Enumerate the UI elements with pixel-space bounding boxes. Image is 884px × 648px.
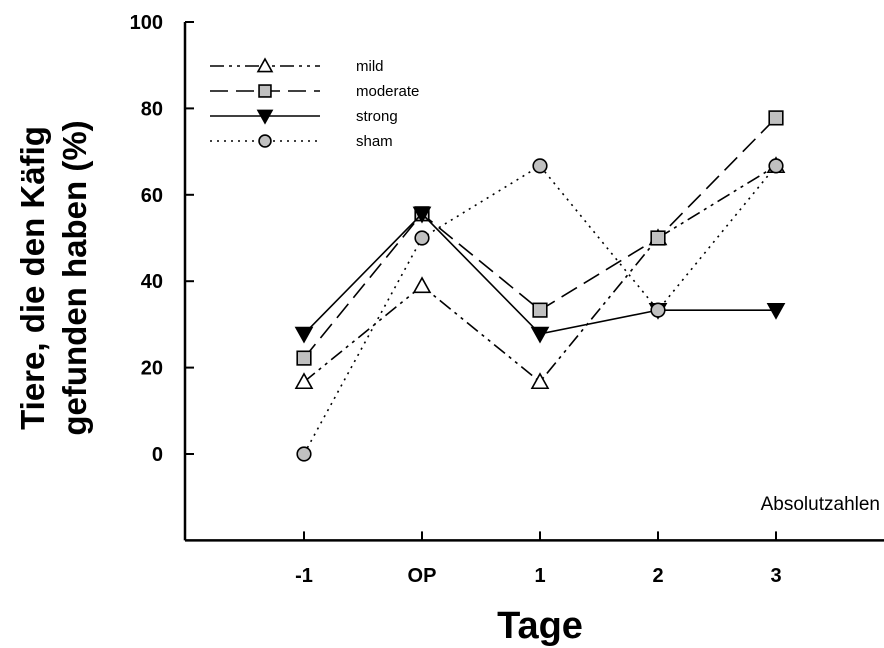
marker-triangle-up: [412, 276, 432, 294]
x-tick-label: 1: [534, 565, 545, 587]
y-axis-ticks: 0 20 40 60 80 100: [130, 12, 194, 466]
marker-circle: [296, 446, 312, 462]
marker-triangle-down: [766, 302, 786, 320]
marker-square: [650, 230, 666, 246]
legend-label-moderate: moderate: [356, 83, 419, 100]
legend-label-sham: sham: [356, 133, 393, 150]
series-line: [303, 165, 777, 383]
marker-circle: [258, 134, 272, 148]
y-tick-label: 40: [141, 271, 163, 293]
y-axis-title: Tiere, die den Käfig gefunden haben (%): [14, 120, 93, 435]
marker-circle: [414, 230, 430, 246]
marker-triangle-down: [294, 326, 314, 344]
series-mild: [294, 156, 786, 390]
marker-square: [768, 110, 784, 126]
marker-triangle-up: [256, 57, 274, 73]
marker-triangle-down: [530, 326, 550, 344]
marker-square: [258, 84, 272, 98]
marker-triangle-down: [412, 206, 432, 224]
legend-label-mild: mild: [356, 58, 384, 75]
legend: mild moderate strong sham: [210, 57, 419, 150]
marker-triangle-down: [256, 109, 274, 125]
x-tick-label: -1: [295, 565, 313, 587]
marker-square: [296, 350, 312, 366]
y-tick-label: 60: [141, 185, 163, 207]
series-layer: [294, 110, 786, 462]
annotation-absolutzahlen: Absolutzahlen: [761, 494, 880, 515]
x-axis-ticks: -1 OP 1 2 3: [295, 531, 782, 587]
y-tick-label: 20: [141, 358, 163, 380]
x-axis-title: Tage: [497, 605, 583, 647]
series-strong: [294, 206, 786, 344]
x-tick-label: 2: [652, 565, 663, 587]
marker-triangle-up: [530, 372, 550, 390]
x-tick-label: OP: [408, 565, 437, 587]
series-line: [303, 117, 777, 359]
legend-label-strong: strong: [356, 108, 398, 125]
axes: [183, 22, 884, 542]
y-tick-label: 100: [130, 12, 163, 34]
y-axis-title-line: Tiere, die den Käfig: [14, 126, 51, 430]
marker-circle: [532, 158, 548, 174]
y-tick-label: 0: [152, 444, 163, 466]
marker-triangle-up: [294, 372, 314, 390]
marker-square: [532, 302, 548, 318]
y-axis-title-line: gefunden haben (%): [56, 120, 93, 435]
series-sham: [296, 158, 784, 462]
marker-circle: [650, 302, 666, 318]
marker-circle: [768, 158, 784, 174]
x-tick-label: 3: [770, 565, 781, 587]
y-tick-label: 80: [141, 98, 163, 120]
